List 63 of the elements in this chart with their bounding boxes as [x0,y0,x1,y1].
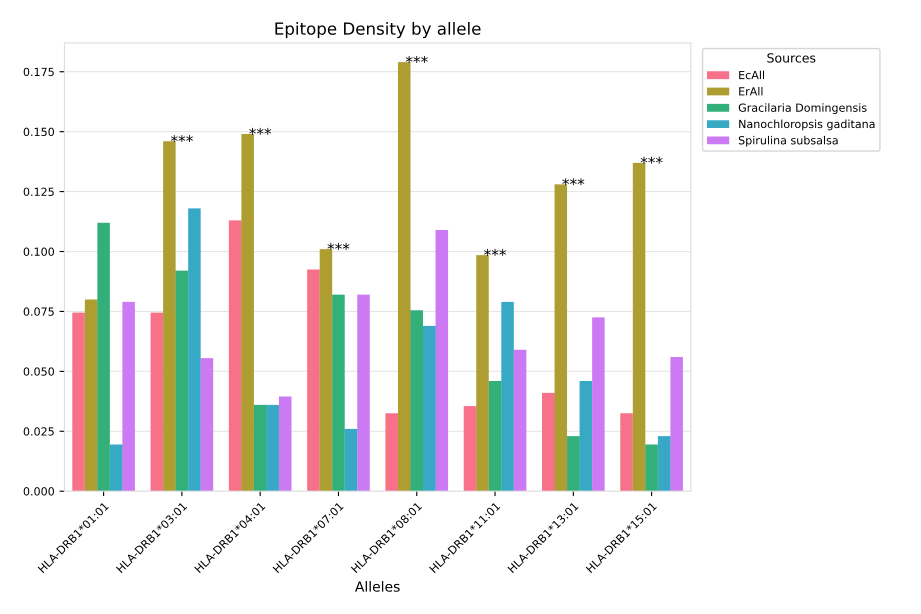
annotation: *** [249,128,272,135]
bar [670,356,683,492]
x-axis-title: Alleles [355,581,400,592]
annotation: *** [640,156,663,164]
bar [398,62,410,492]
bar [266,404,279,492]
bar [84,299,98,492]
bar [436,230,448,492]
bar [97,222,110,492]
annotation: *** [327,242,350,250]
bar [200,358,214,492]
annotation: *** [170,135,193,142]
bar [320,249,332,492]
bar [254,404,266,492]
bar [176,270,188,492]
bar [514,350,526,492]
y-tick-label: 0.175 [24,68,54,76]
bar [332,294,345,492]
bar [110,444,122,492]
bar [344,428,358,492]
annotation: *** [562,178,584,186]
legend-label: ErAll [739,86,762,96]
legend-title: Sources [767,53,816,63]
bar [278,396,292,492]
bar [163,141,176,492]
bar [554,184,568,492]
bar [72,312,85,492]
bar [423,326,436,492]
bar [488,380,502,492]
bar [632,162,646,492]
bar [580,380,592,492]
bar [567,436,580,492]
y-tick-label: 0.000 [24,487,54,496]
y-tick-label: 0.125 [24,188,54,196]
legend-label: Gracilaria Domingensis [738,103,867,114]
legend-label: Nanochloropsis gaditana [739,120,874,130]
annotation: *** [406,56,428,63]
chart-title: Epitope Density by allele [275,22,481,38]
y-tick-label: 0.150 [24,128,54,136]
bar [501,302,514,492]
bar [658,436,670,492]
bar [592,317,605,492]
bar [241,134,254,492]
y-tick-label: 0.025 [24,427,54,436]
bar [464,406,476,492]
bar [476,255,489,492]
bar [357,294,370,492]
bar [542,392,555,492]
bar [122,302,135,492]
bar [307,269,320,492]
bar [620,413,633,492]
bar [228,220,242,492]
bar [188,208,201,492]
bar [410,310,424,492]
bar [645,444,658,492]
y-tick-label: 0.075 [24,307,54,316]
y-tick-label: 0.050 [24,367,54,376]
annotation: *** [484,248,506,256]
y-tick-label: 0.100 [24,247,54,256]
bar [150,312,164,492]
legend-label: EcAll [739,70,764,80]
legend-label: Spirulina subsalsa [738,136,838,147]
bar [385,413,398,492]
